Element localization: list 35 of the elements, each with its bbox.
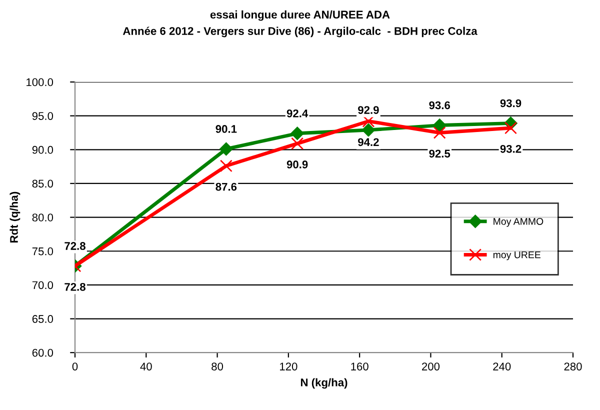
x-axis-title: N (kg/ha) [300, 378, 348, 389]
legend-label: moy UREE [493, 251, 540, 260]
x-tick-label: 0 [72, 362, 78, 370]
x-tick-label: 120 [280, 362, 298, 370]
y-axis-title: Rdt (q/ha) [10, 192, 20, 242]
data-label: 87.6 [216, 182, 237, 191]
data-label: 93.6 [429, 101, 450, 110]
y-tick-label: 100.0 [26, 78, 54, 86]
y-tick-label: 70.0 [32, 281, 54, 290]
data-label: 93.2 [500, 144, 522, 153]
x-tick-label: 80 [212, 362, 224, 370]
x-tick-label: 160 [351, 362, 368, 370]
chart-subtitle: Année 6 2012 - Vergers sur Dive (86) - Argilo-calc - BDH prec Colza [122, 26, 478, 38]
x-tick-label: 240 [493, 362, 511, 370]
data-label: 72.8 [64, 282, 86, 291]
y-tick-label: 80.0 [32, 214, 54, 222]
data-label: 94.2 [358, 138, 379, 146]
data-label: 72.8 [64, 242, 86, 250]
chart-title: essai longue duree AN/UREE ADA [210, 10, 390, 21]
y-tick-label: 60.0 [32, 348, 54, 357]
x-tick-label: 40 [140, 362, 152, 370]
data-label: 90.9 [286, 160, 308, 168]
y-tick-label: 90.0 [32, 146, 54, 154]
legend-label: Moy AMMO [494, 218, 544, 227]
data-label: 92.9 [358, 106, 379, 114]
data-label: 93.9 [500, 99, 522, 108]
y-tick-label: 65.0 [32, 315, 54, 323]
x-tick-label: 280 [564, 362, 582, 370]
y-tick-label: 85.0 [32, 180, 54, 188]
y-tick-label: 75.0 [32, 247, 54, 256]
data-label: 92.5 [429, 150, 450, 158]
x-tick-label: 200 [422, 362, 440, 370]
data-label: 90.1 [216, 125, 237, 133]
y-tick-label: 95.0 [32, 112, 54, 120]
data-label: 92.4 [286, 109, 308, 118]
